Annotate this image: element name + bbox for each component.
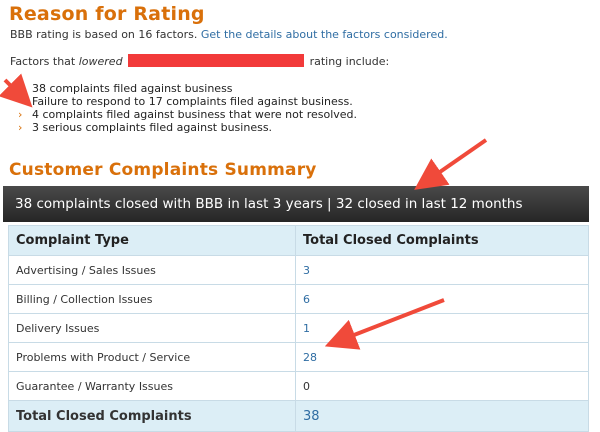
reason-for-rating-title: Reason for Rating xyxy=(9,3,205,25)
complaint-count-link[interactable]: 1 xyxy=(303,321,310,335)
factor-details-link[interactable]: Get the details about the factors consid… xyxy=(200,28,448,41)
complaint-count-cell: 1 xyxy=(295,313,589,343)
complaint-type-cell: Delivery Issues xyxy=(8,313,296,343)
header-complaint-type: Complaint Type xyxy=(8,225,296,256)
factors-intro: Factors that lowered rating include: xyxy=(10,54,389,68)
complaint-type-cell: Advertising / Sales Issues xyxy=(8,255,296,285)
complaint-count-cell: 3 xyxy=(295,255,589,285)
factor-text: 3 serious complaints filed against busin… xyxy=(32,121,273,134)
complaints-summary-title: Customer Complaints Summary xyxy=(9,160,317,180)
table-row: Problems with Product / Service 28 xyxy=(8,342,589,372)
factor-text: Failure to respond to 17 complaints file… xyxy=(32,95,353,108)
chevron-right-icon: › xyxy=(18,121,23,134)
complaint-count-link[interactable]: 28 xyxy=(303,350,317,364)
factor-item: › 3 serious complaints filed against busi… xyxy=(18,121,357,134)
total-count-cell: 38 xyxy=(295,400,589,432)
complaints-table: Complaint Type Total Closed Complaints A… xyxy=(8,225,589,432)
table-total-row: Total Closed Complaints 38 xyxy=(8,400,589,432)
table-row: Billing / Collection Issues 6 xyxy=(8,284,589,314)
factors-suffix: rating include: xyxy=(309,55,390,68)
table-row: Guarantee / Warranty Issues 0 xyxy=(8,371,589,401)
complaint-type-cell: Guarantee / Warranty Issues xyxy=(8,371,296,401)
factors-prefix: Factors that xyxy=(10,55,79,68)
complaint-type-cell: Problems with Product / Service xyxy=(8,342,296,372)
factor-item: Failure to respond to 17 complaints file… xyxy=(18,95,357,108)
complaint-count-cell: 28 xyxy=(295,342,589,372)
chevron-right-icon: › xyxy=(18,108,23,121)
complaint-count-cell: 0 xyxy=(295,371,589,401)
complaint-type-cell: Billing / Collection Issues xyxy=(8,284,296,314)
complaints-summary-bar: 38 complaints closed with BBB in last 3 … xyxy=(3,186,589,222)
table-row: Delivery Issues 1 xyxy=(8,313,589,343)
complaint-count-cell: 6 xyxy=(295,284,589,314)
factor-text: 4 complaints filed against business that… xyxy=(32,108,358,121)
complaint-count-link[interactable]: 6 xyxy=(303,292,310,306)
factor-item: › 4 complaints filed against business tha… xyxy=(18,108,357,121)
rating-basis-text: BBB rating is based on 16 factors. Get t… xyxy=(10,28,448,41)
complaint-count-link[interactable]: 3 xyxy=(303,263,310,277)
factor-item: 38 complaints filed against business xyxy=(18,82,357,95)
rating-basis-label: BBB rating is based on 16 factors. xyxy=(10,28,198,41)
total-label-cell: Total Closed Complaints xyxy=(8,400,296,432)
redacted-business-name xyxy=(128,54,305,67)
factors-lowered: lowered xyxy=(78,55,123,68)
factor-list: 38 complaints filed against business Fai… xyxy=(18,82,357,134)
table-header-row: Complaint Type Total Closed Complaints xyxy=(8,225,589,256)
table-row: Advertising / Sales Issues 3 xyxy=(8,255,589,285)
header-total-closed: Total Closed Complaints xyxy=(295,225,589,256)
arrow-summary-bar xyxy=(414,138,488,190)
factor-text: 38 complaints filed against business xyxy=(32,82,233,95)
